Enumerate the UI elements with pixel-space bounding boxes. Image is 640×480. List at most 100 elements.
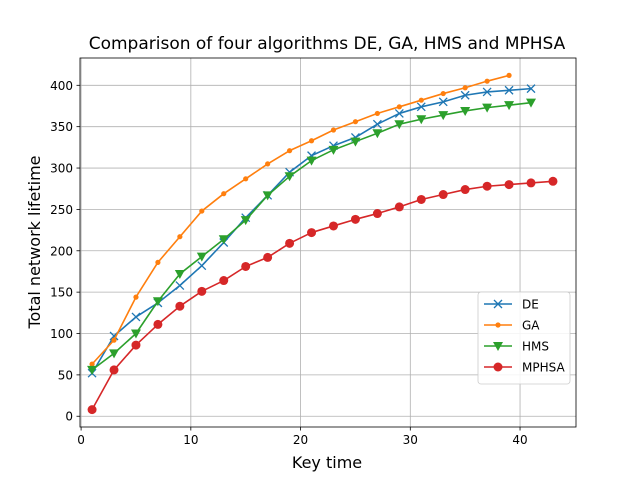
data-point-mphsa: [350, 214, 360, 224]
data-point-de-stroke: [460, 90, 470, 100]
data-point-de-stroke: [438, 97, 448, 107]
data-point-mphsa: [109, 365, 119, 375]
data-point-hms: [87, 365, 98, 375]
y-tick-label: 50: [58, 368, 73, 382]
y-tick-label: 150: [50, 286, 73, 300]
data-point-hms: [109, 349, 120, 359]
data-point-hms: [350, 137, 361, 147]
legend-label-hms: HMS: [522, 340, 549, 354]
series-line-ga: [91, 74, 510, 365]
data-point-ga: [462, 85, 468, 91]
data-point-mphsa: [285, 238, 295, 248]
y-tick-label: 250: [50, 203, 73, 217]
data-point-mphsa: [241, 261, 251, 271]
data-point-ga: [286, 148, 293, 154]
data-point-hms: [284, 172, 295, 182]
data-point-mphsa: [504, 180, 514, 190]
data-point-mphsa: [219, 276, 229, 286]
series-ga: [89, 72, 512, 367]
data-point-ga: [484, 78, 490, 84]
data-point-mphsa: [131, 340, 141, 350]
data-point-hms: [482, 103, 493, 113]
series-hms: [87, 98, 537, 375]
data-point-mphsa: [394, 202, 404, 212]
data-point-de-stroke: [504, 85, 514, 95]
data-point-de-stroke: [372, 119, 382, 129]
data-point-de: [482, 87, 492, 97]
data-point-de-stroke: [482, 87, 492, 97]
data-point-de: [175, 281, 185, 290]
y-tick-label: 400: [50, 79, 73, 93]
legend-marker-de-stroke: [493, 299, 503, 309]
data-point-hms: [196, 252, 207, 262]
x-axis-label: Key time: [292, 453, 362, 472]
data-point-mphsa: [307, 228, 317, 238]
data-point-hms: [438, 111, 449, 121]
legend-marker-ga: [495, 322, 501, 328]
y-tick-label: 0: [65, 410, 73, 424]
data-point-ga: [89, 361, 95, 367]
data-point-ga: [506, 72, 512, 78]
x-tick-label: 20: [293, 433, 308, 447]
y-tick-label: 200: [50, 244, 73, 258]
plot-frame: [79, 57, 577, 428]
chart-title: Comparison of four algorithms DE, GA, HM…: [89, 34, 566, 54]
legend-box: [477, 291, 571, 385]
data-point-ga: [133, 294, 139, 300]
data-point-hms: [262, 191, 273, 201]
data-point-ga: [155, 259, 161, 265]
data-point-de: [416, 102, 426, 112]
data-point-ga: [352, 119, 359, 125]
data-point-ga: [243, 176, 249, 182]
data-point-de: [372, 119, 382, 129]
data-point-de-stroke: [416, 102, 426, 112]
legend-marker-de: [493, 299, 503, 309]
x-tick-label: 0: [77, 433, 85, 447]
data-point-hms: [152, 297, 163, 307]
data-point-hms: [504, 101, 515, 111]
data-point-mphsa: [548, 176, 558, 186]
data-point-hms: [240, 216, 251, 226]
data-point-ga: [221, 191, 227, 197]
data-point-hms: [218, 235, 229, 245]
data-point-ga: [111, 337, 117, 343]
data-point-ga: [440, 90, 446, 97]
data-point-de: [394, 108, 404, 118]
data-point-ga: [265, 161, 271, 167]
data-point-ga: [330, 127, 337, 133]
series-mphsa: [87, 176, 558, 415]
series-line-mphsa: [91, 180, 554, 411]
data-point-mphsa: [482, 181, 492, 191]
data-point-mphsa: [153, 319, 163, 329]
data-point-mphsa: [175, 301, 185, 311]
legend-label-de: DE: [522, 298, 539, 312]
data-point-de: [197, 261, 207, 271]
data-point-ga: [177, 234, 183, 240]
y-tick-label: 100: [50, 327, 73, 341]
data-point-mphsa: [460, 185, 470, 195]
legend-marker-hms: [493, 342, 503, 351]
data-point-de-stroke: [175, 281, 185, 290]
data-point-de: [438, 97, 448, 107]
data-point-mphsa: [328, 221, 338, 231]
data-point-ga: [374, 110, 380, 117]
data-point-hms: [460, 106, 471, 116]
data-point-hms: [372, 129, 383, 139]
data-point-mphsa: [372, 209, 382, 219]
data-point-mphsa: [87, 405, 97, 415]
data-point-hms: [306, 156, 317, 166]
legend-label-mphsa: MPHSA: [522, 361, 565, 375]
data-point-hms: [416, 115, 427, 125]
data-point-hms: [328, 145, 339, 155]
x-tick-label: 30: [403, 433, 418, 447]
data-point-ga: [418, 97, 424, 103]
data-point-de-stroke: [197, 261, 207, 271]
data-point-de: [504, 85, 514, 95]
y-axis-label: Total network lifetime: [25, 155, 44, 329]
data-point-de: [460, 90, 470, 100]
data-point-mphsa: [416, 194, 426, 204]
legend: DE GA HMS MPHSA: [477, 291, 571, 385]
